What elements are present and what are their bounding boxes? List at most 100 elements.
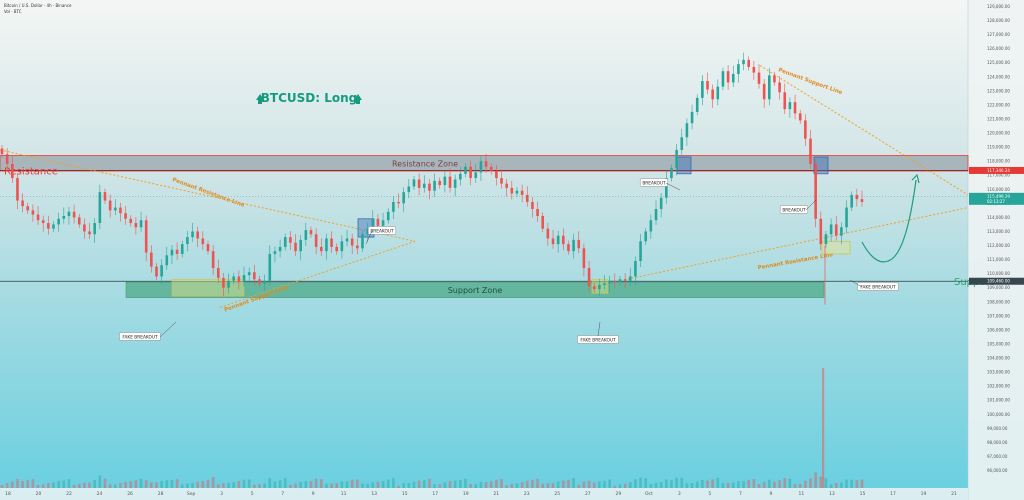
price-tag: [969, 277, 1024, 285]
x-tick-label: 18: [5, 491, 11, 497]
candle: [680, 137, 684, 150]
volume-bar: [397, 485, 400, 488]
x-tick-label: 5: [251, 491, 254, 497]
candle: [268, 253, 272, 281]
candle: [386, 211, 390, 221]
candle: [186, 237, 189, 245]
candle: [237, 276, 241, 283]
volume-bar: [443, 482, 447, 488]
trendline-label: Pennant Support Line: [777, 67, 843, 96]
resistance-zone: [0, 155, 969, 172]
y-tick-label: 116,000.00: [987, 187, 1010, 192]
candle: [639, 241, 642, 261]
candle: [247, 272, 251, 276]
candle: [134, 223, 138, 228]
x-tick-label: 9: [769, 491, 772, 497]
candle: [232, 276, 236, 281]
candle: [860, 199, 864, 202]
candle: [845, 207, 848, 228]
y-tick-label: 98,000.00: [987, 440, 1008, 445]
volume-bar: [36, 485, 40, 488]
candle: [335, 246, 339, 252]
candle: [603, 283, 606, 285]
candle: [366, 228, 369, 235]
volume-bar: [675, 477, 678, 488]
volume-bar: [773, 481, 776, 488]
volume-bar: [371, 482, 375, 488]
candle: [201, 238, 205, 245]
candle: [742, 59, 745, 65]
volume-bar: [433, 484, 436, 488]
y-tick-label: 105,000.00: [987, 341, 1010, 346]
candle: [5, 154, 9, 164]
volume-bar: [299, 482, 302, 488]
candle: [819, 218, 823, 245]
volume-bar: [216, 484, 220, 488]
candle: [392, 201, 395, 212]
volume-bar: [721, 483, 725, 488]
volume-bar: [31, 479, 35, 488]
volume-bar: [510, 484, 514, 488]
y-tick-label: 113,000.00: [987, 229, 1010, 234]
volume-bar: [731, 482, 735, 488]
volume-bar: [237, 481, 241, 488]
x-tick-label: 28: [158, 491, 164, 497]
x-tick-label: Sep: [187, 491, 196, 497]
volume-bar: [608, 479, 611, 488]
y-tick-label: 123,000.00: [987, 88, 1010, 93]
volume-bar: [77, 483, 81, 488]
annotation-label: BREAKOUT: [782, 208, 806, 214]
volume-bar: [57, 481, 60, 488]
volume-bar: [587, 480, 591, 488]
volume-bar: [273, 481, 277, 488]
y-tick-label: 107,000.00: [987, 313, 1010, 318]
volume-bar: [119, 483, 122, 488]
volume-bar: [340, 481, 344, 488]
volume-bar: [778, 480, 781, 488]
annotation-leader: [597, 321, 601, 337]
highlight-box: [813, 156, 829, 175]
candle: [737, 64, 740, 74]
volume-bar: [690, 483, 694, 488]
volume-bar: [742, 481, 745, 488]
arrow-up-icon: [354, 94, 362, 104]
price-tag: [969, 197, 1024, 205]
x-tick-label: 9: [312, 491, 315, 497]
volume-bar: [139, 478, 143, 488]
volume-bar: [361, 483, 364, 488]
candle: [314, 234, 318, 247]
volume-bar: [659, 482, 663, 488]
candle: [567, 244, 570, 252]
volume-bar: [103, 478, 107, 488]
volume-bar: [428, 478, 431, 488]
y-tick-label: 129,000.00: [987, 4, 1010, 9]
volume-bar: [345, 481, 349, 488]
candle: [325, 238, 328, 252]
trendline-label: Pennant Resistance Line: [757, 252, 834, 271]
volume-bar: [489, 481, 493, 488]
volume-bar: [551, 483, 555, 488]
candle: [144, 220, 148, 253]
volume-bar: [309, 481, 313, 488]
candle: [412, 179, 416, 187]
y-tick-label: 101,000.00: [987, 398, 1010, 403]
x-tick-label: 21: [493, 491, 499, 497]
candle: [191, 231, 194, 238]
candle: [768, 75, 771, 100]
volume-bar: [613, 485, 617, 488]
volume-bar: [536, 478, 539, 488]
volume-bar: [289, 485, 292, 488]
candle: [644, 231, 648, 242]
candle: [438, 180, 442, 186]
volume-bar: [222, 483, 225, 488]
volume-bar: [283, 478, 287, 488]
candle: [618, 279, 622, 283]
candle: [206, 244, 210, 252]
candle: [139, 220, 143, 228]
y-tick-label: 114,000.00: [987, 215, 1010, 220]
candle: [464, 166, 467, 174]
volume-bar: [665, 479, 668, 488]
volume-bar: [840, 482, 843, 488]
x-tick-label: 3: [220, 491, 223, 497]
